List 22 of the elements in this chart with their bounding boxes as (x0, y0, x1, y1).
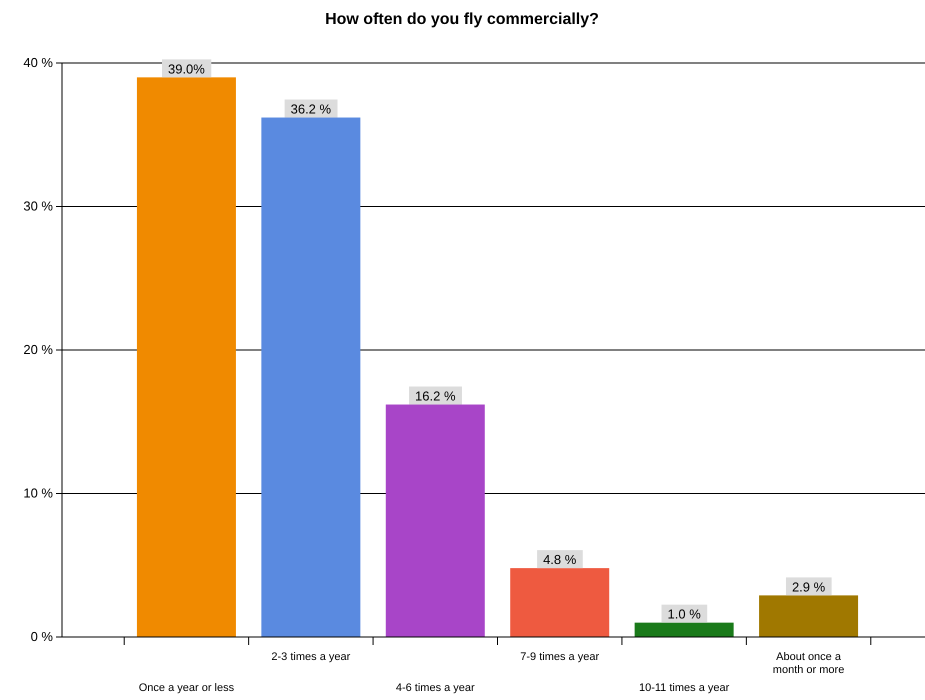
y-tick-label: 30 % (23, 198, 54, 214)
y-tick-label: 0 % (30, 629, 54, 644)
data-label: 36.2 % (290, 102, 332, 117)
bar (759, 595, 858, 637)
data-label: 2.9 % (792, 579, 826, 594)
bar (136, 77, 236, 637)
y-tick-label: 10 % (23, 486, 54, 501)
chart-title: How often do you fly commercially? (325, 11, 599, 28)
x-tick-label: About once a month or more (772, 651, 844, 676)
data-label: 1.0 % (668, 606, 702, 622)
data-label: 16.2 % (415, 388, 456, 404)
x-tick-label: 10-11 times a year (638, 682, 730, 694)
x-tick-label: 2-3 times a year (271, 651, 351, 663)
y-tick-label: 40 % (23, 55, 54, 70)
x-tick-label: Once a year or less (138, 682, 235, 694)
bar (634, 622, 734, 637)
data-label: 4.8 % (543, 552, 577, 568)
data-label: 39.0% (168, 61, 206, 76)
x-tick-label: 7-9 times a year (520, 651, 600, 663)
x-tick-label: 4-6 times a year (396, 682, 476, 694)
bar (510, 568, 610, 637)
y-tick-label: 20 % (23, 342, 54, 358)
